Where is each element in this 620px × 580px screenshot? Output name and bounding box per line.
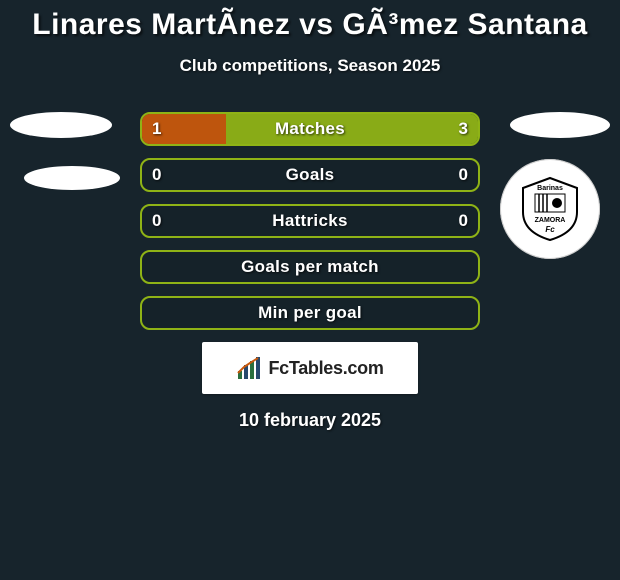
stat-fill-right: [226, 114, 478, 144]
club-crest-icon: Barinas ZAMORA Fc: [515, 174, 585, 244]
stat-label: Goals per match: [241, 257, 379, 277]
stat-row-hattricks: 0 0 Hattricks: [140, 204, 480, 238]
stat-value-left: 0: [152, 165, 161, 185]
stat-value-right: 0: [459, 211, 468, 231]
stat-label: Matches: [275, 119, 345, 139]
stat-label: Goals: [286, 165, 335, 185]
stat-label: Min per goal: [258, 303, 362, 323]
branding-text: FcTables.com: [268, 358, 383, 379]
stat-row-min-per-goal: Min per goal: [140, 296, 480, 330]
footer-date: 10 february 2025: [0, 410, 620, 431]
branding-box: FcTables.com: [202, 342, 418, 394]
left-player-badge-1: [10, 112, 112, 138]
svg-text:Barinas: Barinas: [537, 185, 563, 192]
svg-text:Fc: Fc: [545, 225, 555, 234]
stat-label: Hattricks: [272, 211, 347, 231]
stat-value-right: 3: [459, 119, 468, 139]
page-title: Linares MartÃ­nez vs GÃ³mez Santana: [0, 0, 620, 42]
subtitle: Club competitions, Season 2025: [0, 56, 620, 76]
stat-value-right: 0: [459, 165, 468, 185]
comparison-block: Barinas ZAMORA Fc 1 3 Matches 0 0 Goals 0 0 Hatt…: [0, 112, 620, 330]
left-player-badge-2: [24, 166, 120, 190]
svg-text:ZAMORA: ZAMORA: [535, 217, 566, 224]
stat-value-left: 0: [152, 211, 161, 231]
stat-row-goals: 0 0 Goals: [140, 158, 480, 192]
stat-rows: 1 3 Matches 0 0 Goals 0 0 Hattricks Goals per mat…: [140, 112, 480, 330]
stat-value-left: 1: [152, 119, 161, 139]
branding-chart-icon: [236, 355, 262, 381]
right-player-badge-1: [510, 112, 610, 138]
right-club-badge: Barinas ZAMORA Fc: [500, 159, 600, 259]
stat-row-matches: 1 3 Matches: [140, 112, 480, 146]
stat-row-goals-per-match: Goals per match: [140, 250, 480, 284]
